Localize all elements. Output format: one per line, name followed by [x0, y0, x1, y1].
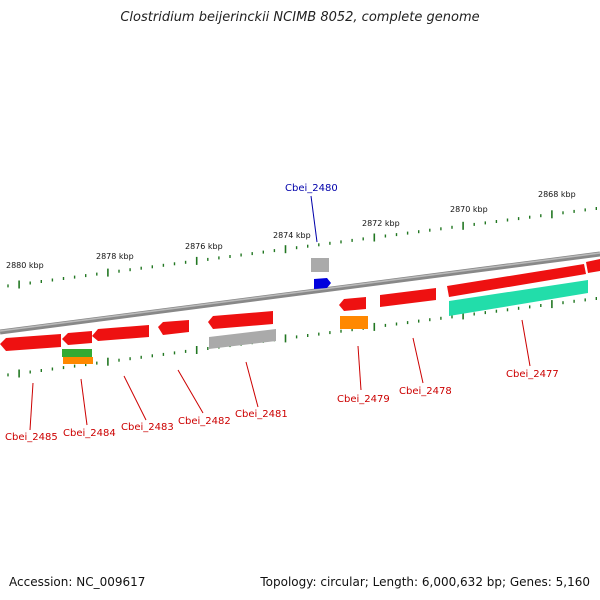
leader-line	[412, 337, 424, 384]
gene-label[interactable]: Cbei_2484	[63, 428, 116, 439]
leader-line	[177, 369, 204, 414]
gene-label[interactable]: Cbei_2478	[399, 386, 452, 397]
gene-arrow[interactable]	[208, 311, 273, 329]
leader-line	[357, 345, 362, 391]
rna-feature-aqua[interactable]	[449, 280, 588, 316]
gene-arrow-highlighted[interactable]	[314, 278, 331, 289]
gene-label[interactable]: Cbei_2480	[285, 183, 338, 194]
leader-line	[310, 195, 318, 243]
rna-feature-orange[interactable]	[63, 357, 93, 364]
gene-arrow[interactable]	[380, 288, 436, 307]
gene-label[interactable]: Cbei_2483	[121, 422, 174, 433]
leader-line	[245, 361, 259, 408]
gene-arrow[interactable]	[339, 297, 366, 311]
scale-label: 2878 kbp	[96, 252, 134, 261]
genome-backbone-highlight	[0, 252, 600, 332]
gene-label[interactable]: Cbei_2481	[235, 409, 288, 420]
gene-labels: Cbei_2485 Cbei_2484 Cbei_2483 Cbei_2482 …	[5, 183, 559, 443]
pseudogene-block[interactable]	[311, 258, 329, 272]
rna-feature-orange[interactable]	[340, 316, 368, 329]
rna-feature-green[interactable]	[62, 349, 92, 357]
scale-label: 2874 kbp	[273, 231, 311, 240]
gene-arrow[interactable]	[586, 259, 600, 273]
accession-text: Accession: NC_009617	[9, 575, 146, 589]
scale-label: 2880 kbp	[6, 261, 44, 270]
scale-ticks-bottom	[7, 297, 597, 378]
genome-summary-text: Topology: circular; Length: 6,000,632 bp…	[260, 575, 590, 589]
scale-labels: 2880 kbp 2878 kbp 2876 kbp 2874 kbp 2872…	[6, 190, 576, 270]
leader-line	[521, 319, 531, 367]
gene-arrow[interactable]	[62, 331, 92, 345]
leader-line	[29, 382, 34, 431]
leader-line	[80, 378, 88, 426]
leader-line	[123, 375, 147, 421]
scale-label: 2876 kbp	[185, 242, 223, 251]
gene-arrow[interactable]	[92, 325, 149, 341]
scale-label: 2870 kbp	[450, 205, 488, 214]
gene-arrow[interactable]	[0, 334, 61, 351]
gene-arrow[interactable]	[158, 320, 189, 335]
gene-arrow[interactable]	[447, 264, 586, 297]
gene-label[interactable]: Cbei_2477	[506, 369, 559, 380]
scale-label: 2868 kbp	[538, 190, 576, 199]
map-title: Clostridium beijerinckii NCIMB 8052, com…	[120, 10, 480, 25]
gene-features	[0, 258, 600, 364]
gene-label[interactable]: Cbei_2482	[178, 416, 231, 427]
pseudogene-block[interactable]	[209, 329, 276, 349]
gene-label[interactable]: Cbei_2485	[5, 432, 58, 443]
scale-ticks-top	[7, 207, 597, 289]
scale-label: 2872 kbp	[362, 219, 400, 228]
gene-label[interactable]: Cbei_2479	[337, 394, 390, 405]
